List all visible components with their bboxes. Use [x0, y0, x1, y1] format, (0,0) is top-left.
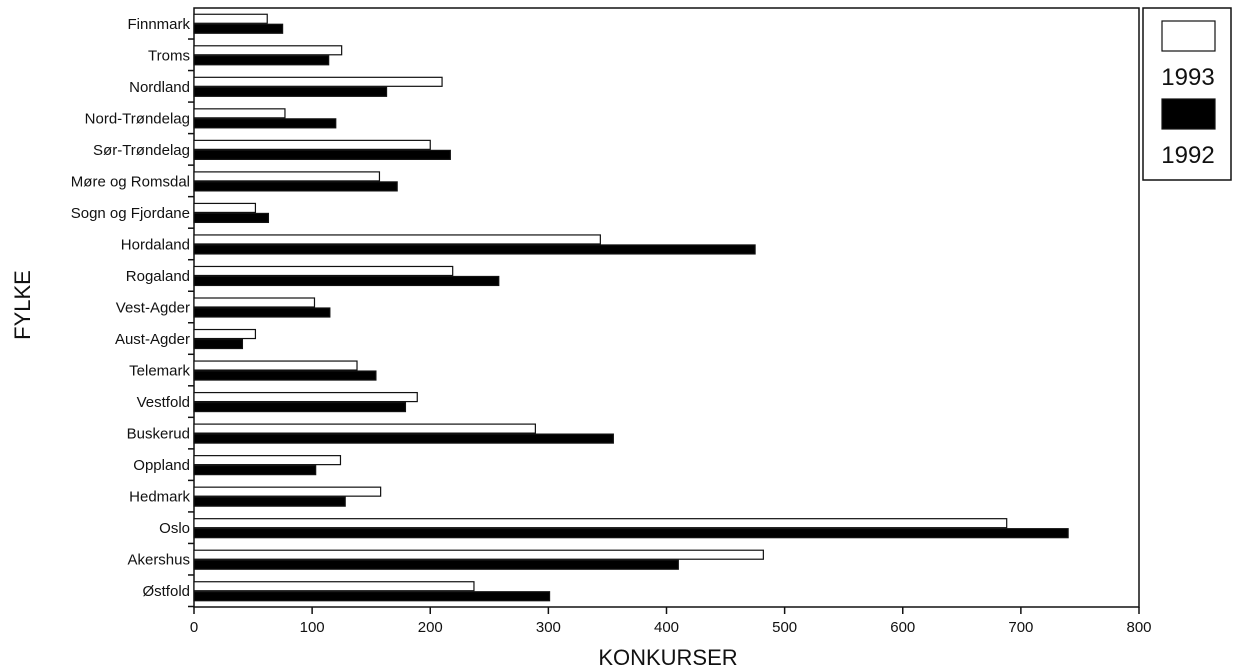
bar-1992: [193, 307, 331, 318]
y-tick-label: Nordland: [129, 79, 190, 96]
bar-1993: [193, 139, 431, 150]
x-tick-label: 100: [300, 619, 325, 636]
bar-1992: [193, 591, 551, 602]
bar-1992: [193, 559, 679, 570]
legend-swatch-1993: [1161, 20, 1216, 52]
bar-1992: [193, 433, 614, 444]
bar-1993: [193, 549, 764, 560]
y-tick-label: Telemark: [129, 363, 190, 380]
bar-1992: [193, 370, 377, 381]
bar-1992: [193, 55, 330, 66]
bar-1992: [193, 244, 756, 255]
bar-1993: [193, 76, 443, 87]
y-tick-label: Akershus: [127, 552, 190, 569]
bar-1993: [193, 202, 257, 214]
y-tick-label: Finnmark: [127, 16, 190, 33]
y-tick-label: Oslo: [159, 520, 190, 537]
y-tick-label: Møre og Romsdal: [71, 173, 190, 190]
bar-1992: [193, 528, 1069, 539]
y-tick-label: Vest-Agder: [116, 300, 190, 317]
bars: [193, 13, 1069, 602]
x-tick-label: 0: [190, 619, 198, 636]
bar-1993: [193, 297, 316, 308]
x-tick-label: 500: [772, 619, 797, 636]
bar-1992: [193, 86, 388, 97]
y-tick-label: Sør-Trøndelag: [93, 142, 190, 159]
bar-1993: [193, 455, 342, 466]
bar-1992: [193, 181, 398, 192]
y-tick-label: Buskerud: [127, 426, 190, 443]
y-tick-label: Hordaland: [121, 236, 190, 253]
legend: 1993 1992: [1142, 7, 1232, 181]
bar-1992: [193, 465, 317, 476]
y-axis-title: FYLKE: [10, 270, 35, 340]
y-tick-label: Østfold: [142, 583, 190, 600]
bar-1992: [193, 496, 346, 507]
bar-1992: [193, 338, 244, 350]
plot-border: [193, 7, 1140, 608]
bar-1993: [193, 581, 475, 592]
x-tick-label: 400: [654, 619, 679, 636]
y-tick-label: Sogn og Fjordane: [71, 205, 190, 222]
legend-label-1992: 1992: [1161, 142, 1214, 169]
bar-1993: [193, 108, 286, 119]
bar-1993: [193, 171, 381, 182]
y-tick-label: Hedmark: [129, 489, 190, 506]
bar-1992: [193, 23, 284, 34]
plot-frame: [193, 7, 1140, 608]
x-tick-label: 300: [536, 619, 561, 636]
x-tick-label: 700: [1008, 619, 1033, 636]
x-axis-ticks: 0 100 200 300 400 500 600 700 800: [190, 607, 1152, 636]
y-axis-labels: Finnmark Troms Nordland Nord-Trøndelag Sør-T…: [71, 16, 194, 608]
bar-1993: [193, 265, 454, 277]
bar-1992: [193, 149, 451, 160]
y-tick-label: Vestfold: [137, 394, 190, 411]
legend-swatch-1992: [1161, 98, 1216, 130]
bar-1992: [193, 401, 407, 413]
bar-1993: [193, 13, 268, 24]
bar-1993: [193, 486, 382, 497]
bar-1992: [193, 275, 500, 287]
y-tick-label: Troms: [148, 47, 190, 64]
bar-1992: [193, 118, 337, 129]
x-tick-label: 200: [418, 619, 443, 636]
y-tick-label: Oppland: [133, 457, 190, 474]
bar-1993: [193, 518, 1008, 529]
y-tick-label: Rogaland: [126, 268, 190, 285]
x-tick-label: 800: [1126, 619, 1151, 636]
y-tick-label: Aust-Agder: [115, 331, 190, 348]
x-tick-label: 600: [890, 619, 915, 636]
y-tick-label: Nord-Trøndelag: [85, 110, 190, 127]
bar-1993: [193, 423, 536, 434]
bar-1993: [193, 328, 257, 340]
bar-1993: [193, 360, 358, 371]
x-axis-title: KONKURSER: [598, 645, 737, 670]
legend-label-1993: 1993: [1161, 64, 1214, 91]
bar-1993: [193, 234, 601, 245]
bar-1992: [193, 212, 270, 224]
bar-1993: [193, 391, 418, 403]
bar-1993: [193, 45, 343, 56]
